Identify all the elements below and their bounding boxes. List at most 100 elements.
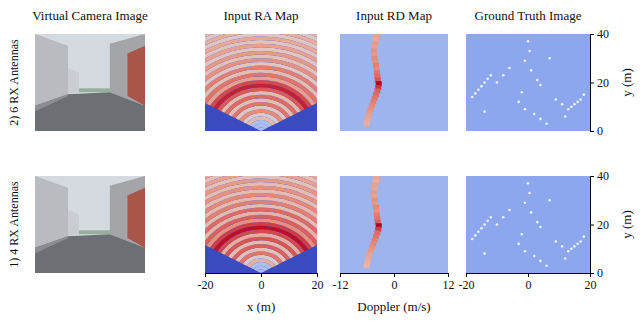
occupied-point [545,122,548,125]
range-ring [205,34,317,76]
occupied-point [527,40,530,43]
sidewalk [35,236,68,253]
y-tick-mark [590,34,594,35]
x-axis: -20 0 20 [459,273,597,292]
panel [148,18,374,131]
occupied-point [517,243,520,246]
occupied-point [539,118,542,121]
x-tick: -20 [459,273,475,292]
occupied-point [533,255,536,258]
occupied-point [524,250,527,253]
x-tick: -12 [333,273,349,292]
trees [79,88,110,92]
sky [35,176,145,273]
occupied-point [564,257,567,260]
column-title: Ground Truth Image [475,8,582,23]
building [35,34,68,106]
row-label: 1) 4 RX Antennas [7,181,21,268]
plot-area [205,176,317,273]
x-tick-label: 12 [443,278,455,292]
occupied-point [471,96,474,99]
occupied-point [477,88,480,91]
building [127,188,145,248]
occupied-point [576,101,579,104]
x-tick-mark [340,273,341,277]
occupied-point [561,103,564,106]
occupied-point [579,240,582,243]
range-ring [205,176,317,222]
x-tick: 0 [526,273,532,292]
occupied-point [536,79,539,82]
background [466,176,590,273]
plot-area [35,34,145,131]
column-title: Input RA Map [223,8,298,23]
occupied-point [548,57,551,60]
occupied-point [567,108,570,111]
occupied-point [555,240,558,243]
occupied-point [521,91,524,94]
spectrum-cell [364,121,370,126]
background [340,34,448,131]
plot-area [340,34,448,131]
range-ring [205,34,317,84]
y-tick-mark [590,225,594,226]
panel [35,34,145,131]
occupied-point [471,238,474,241]
occupied-point [573,245,576,248]
occupied-point [539,226,542,229]
sky [35,34,145,131]
building [68,68,79,94]
range-ring [205,176,317,226]
occupied-point [490,74,493,77]
occupied-point [570,247,573,250]
y-tick: 20 [590,218,609,232]
x-tick-mark [317,273,318,277]
occupied-point [502,74,505,77]
x-axis-title: Doppler (m/s) [357,299,430,314]
range-ring [205,36,317,85]
fan [205,176,317,273]
trees [79,230,110,234]
occupied-point [508,67,511,70]
range-ring [205,182,317,229]
plot-area [466,34,590,131]
x-tick-label: 0 [392,278,398,292]
occupied-point [496,81,499,84]
occupied-point [508,209,511,212]
plot-area [35,176,145,273]
x-tick: 20 [585,273,597,292]
occupied-point [474,92,477,95]
range-ring [205,40,317,87]
occupied-point [579,98,582,101]
plot-area [340,176,448,273]
occupied-point [573,103,576,106]
panel [340,34,448,131]
occupied-point [576,243,579,246]
panel [35,176,145,273]
road [35,234,145,273]
x-tick: 12 [443,273,455,292]
building [68,210,79,236]
occupied-point [564,115,567,118]
occupied-point [496,223,499,226]
x-tick-mark [394,273,395,277]
range-ring [205,34,317,82]
occupied-point [539,84,542,87]
occupied-point [524,59,527,62]
x-tick-label: 20 [312,278,324,292]
x-tick-label: -20 [459,278,475,292]
occupied-point [548,199,551,202]
x-tick-label: 0 [259,278,265,292]
plot-area [466,176,590,273]
plot-area [205,34,317,131]
range-ring [205,176,317,224]
occupied-point [521,233,524,236]
occupied-point [480,85,483,88]
occupied-point [570,105,573,108]
occupied-point [517,101,520,104]
occupied-point [480,227,483,230]
y-tick-label: 40 [597,169,609,183]
figure: Virtual Camera ImageInput RA MapInput RD… [0,0,643,326]
y-tick-label: 0 [597,124,603,138]
background [466,34,590,131]
